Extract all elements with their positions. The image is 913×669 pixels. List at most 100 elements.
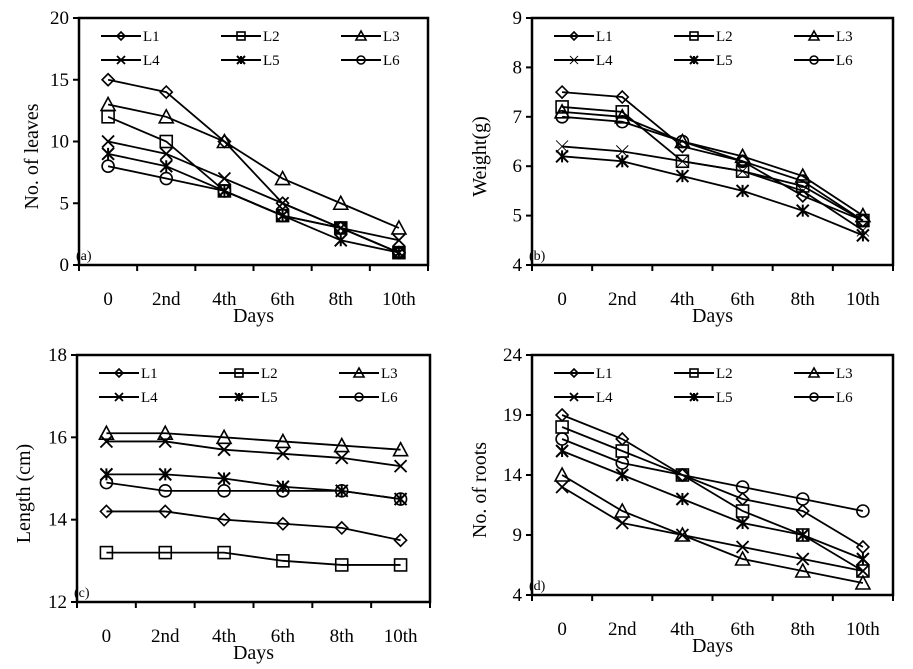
plot-frame <box>77 16 430 267</box>
data-point-circle-marker <box>555 110 569 124</box>
chart-panel-a: 0 5 10 15 20 0 2nd 4th 6th 8th 10th Days No. of leav… <box>21 8 430 327</box>
data-point-circle-marker <box>158 484 173 498</box>
legend-item-l2: L2 <box>221 29 280 45</box>
legend-label: L4 <box>141 390 158 406</box>
data-point-circle-marker <box>275 208 290 223</box>
series-line <box>106 510 401 542</box>
legend-label: L2 <box>716 29 733 45</box>
data-point-asterisk-marker <box>615 468 629 482</box>
y-tick-label: 20 <box>50 8 69 29</box>
series-l1 <box>99 504 408 548</box>
x-axis-title: Days <box>233 305 274 327</box>
series-line <box>561 486 864 572</box>
series-l3 <box>99 95 408 235</box>
legend-label: L1 <box>141 366 158 382</box>
x-tick-label: 0 <box>102 626 112 647</box>
legend-square-marker <box>236 31 246 41</box>
x-tick-label: 10th <box>382 289 416 310</box>
x-tick-label: 2nd <box>608 619 637 640</box>
series-line <box>562 106 864 222</box>
data-point-circle-marker <box>856 504 870 518</box>
legend: L1 L2 L3 L4 L5 L6 <box>554 29 853 69</box>
legend-square-marker <box>689 31 699 41</box>
data-point-triangle-marker <box>613 502 631 518</box>
x-tick-label: 2nd <box>152 289 181 310</box>
data-point-triangle-marker <box>553 466 571 482</box>
data-point-circle-marker <box>276 484 290 498</box>
x-tick-label: 6th <box>271 626 296 647</box>
series-line <box>107 165 400 254</box>
legend-asterisk-marker <box>689 55 699 65</box>
legend-circle-marker <box>809 55 819 65</box>
legend-asterisk-marker <box>689 392 699 402</box>
legend-x-marker <box>116 55 126 65</box>
data-point-circle-marker <box>615 456 630 470</box>
legend-item-l2: L2 <box>674 29 733 45</box>
x-axis-title: Days <box>692 635 733 657</box>
data-point-asterisk-marker <box>735 516 750 530</box>
data-point-circle-marker <box>334 484 349 498</box>
legend-triangle-marker <box>352 366 366 378</box>
data-point-triangle-marker <box>274 432 292 449</box>
legend-square-marker <box>689 368 699 378</box>
data-point-asterisk-marker <box>159 159 173 173</box>
series-line <box>562 115 864 222</box>
data-point-circle-marker <box>159 171 174 186</box>
y-tick-label: 19 <box>503 405 522 426</box>
series-line <box>107 115 400 254</box>
data-point-square-marker <box>735 164 750 178</box>
panel-label: (b) <box>529 249 546 264</box>
data-point-circle-marker <box>735 480 750 494</box>
legend-asterisk-marker <box>236 55 246 65</box>
data-point-asterisk-marker <box>735 184 750 198</box>
series-line <box>107 103 400 229</box>
legend-item-l6: L6 <box>341 53 400 69</box>
legend-label: L2 <box>261 366 278 382</box>
data-point-x-marker <box>335 451 349 465</box>
series-line <box>107 78 400 254</box>
data-point-x-marker <box>736 164 749 178</box>
data-point-triangle-marker <box>390 219 408 235</box>
legend-circle-marker <box>354 392 364 402</box>
data-point-circle-marker <box>675 468 690 482</box>
data-point-diamond-marker <box>334 520 349 536</box>
data-point-triangle-marker <box>274 169 291 186</box>
y-tick-label: 9 <box>513 8 523 29</box>
y-tick-label: 15 <box>50 70 69 91</box>
data-point-asterisk-marker <box>856 552 870 566</box>
legend-item-l5: L5 <box>674 53 733 69</box>
legend: L1 L2 L3 L4 L5 L6 <box>101 29 400 69</box>
data-point-diamond-marker <box>158 504 173 519</box>
chart-panel-c: 12 14 16 18 0 2nd 4th 6th 8th 10th Days Length (cm)… <box>13 345 432 664</box>
data-point-diamond-marker <box>795 503 810 519</box>
data-point-circle-marker <box>393 492 408 506</box>
data-point-x-marker <box>675 528 690 542</box>
data-point-triangle-marker <box>854 574 872 590</box>
y-tick-label: 5 <box>60 193 70 214</box>
data-point-triangle-marker <box>734 550 751 566</box>
series-l5 <box>99 467 408 506</box>
legend-label: L4 <box>143 53 160 69</box>
x-tick-label: 0 <box>557 619 567 640</box>
data-point-circle-marker <box>333 221 348 235</box>
legend-asterisk-marker <box>234 392 244 402</box>
x-tick-label: 10th <box>846 619 880 640</box>
data-point-square-marker <box>334 558 349 572</box>
data-point-triangle-marker <box>215 428 233 445</box>
data-point-triangle-marker <box>157 108 175 124</box>
series-l1 <box>100 72 407 260</box>
legend-item-l3: L3 <box>341 29 400 45</box>
legend-item-l2: L2 <box>674 366 733 382</box>
y-tick-label: 14 <box>48 510 68 531</box>
data-point-diamond-marker <box>99 504 114 519</box>
data-point-square-marker <box>393 558 408 572</box>
chart-panel-d: 4 9 14 19 24 0 2nd 4th 6th 8th 10th Days No. of root… <box>469 345 895 657</box>
legend-label: L4 <box>596 390 613 406</box>
series-line <box>561 474 864 584</box>
data-point-circle-marker <box>101 159 115 173</box>
y-axis-title: No. of roots <box>469 442 491 538</box>
data-point-asterisk-marker <box>675 169 690 183</box>
data-point-asterisk-marker <box>101 147 115 161</box>
series-line <box>106 473 401 500</box>
data-point-x-marker <box>101 134 115 149</box>
